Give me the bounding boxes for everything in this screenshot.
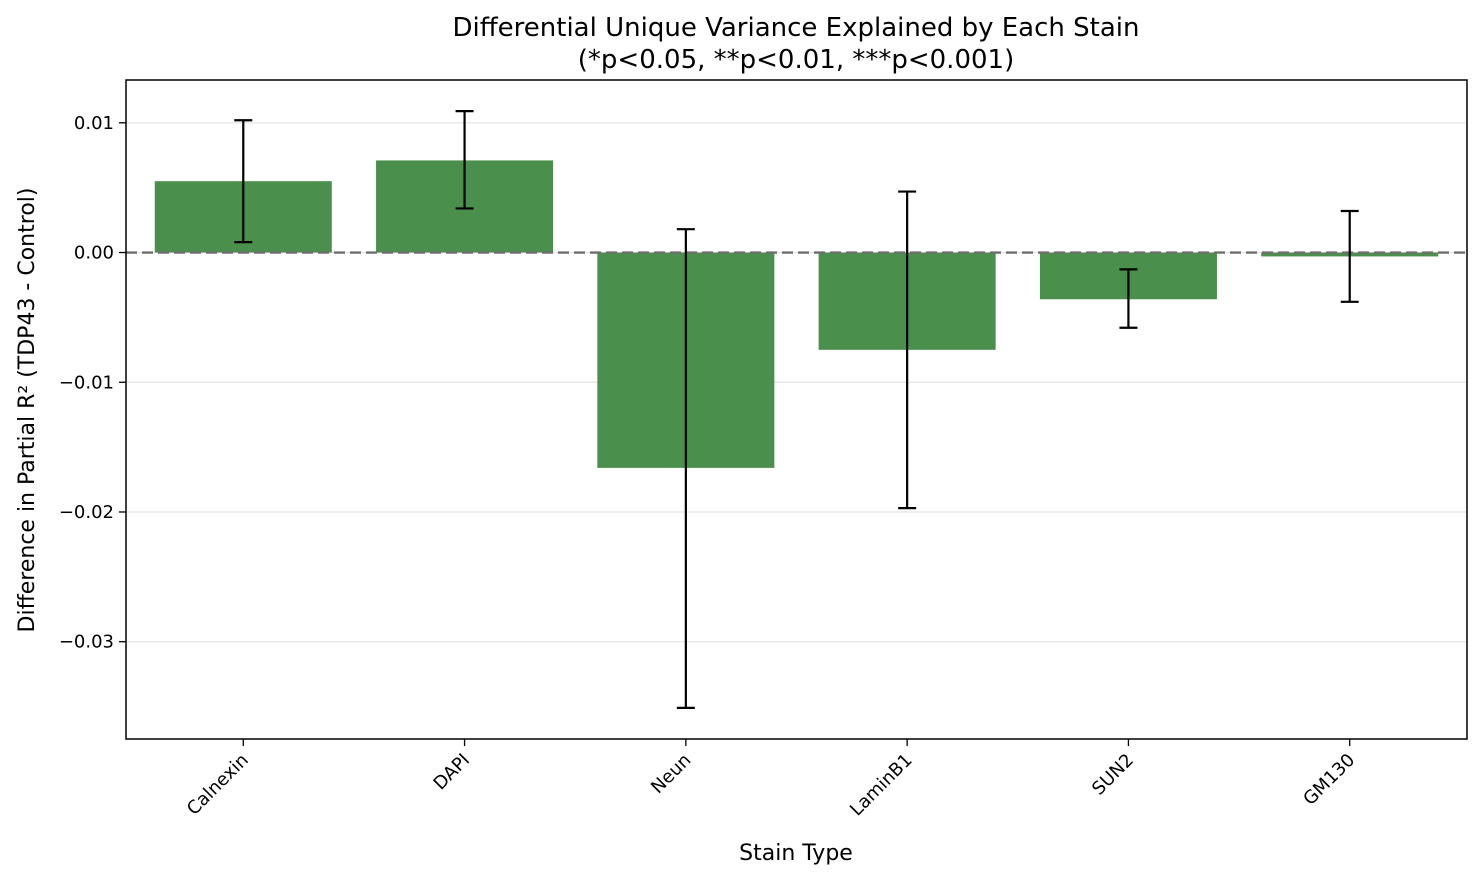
bars <box>154 160 1439 468</box>
gridlines <box>126 122 1467 643</box>
y-axis-label: Difference in Partial R² (TDP43 - Contro… <box>15 188 40 633</box>
x-tick-label: Calnexin <box>183 750 253 820</box>
error-bars <box>234 110 1359 709</box>
y-axis-ticks: 0.01 0.00 −0.01 −0.02 −0.03 <box>59 113 126 653</box>
x-tick-label: SUN2 <box>1088 750 1138 800</box>
x-tick-label: GM130 <box>1299 750 1359 810</box>
y-tick-label: −0.02 <box>59 502 114 523</box>
x-tick-label: LaminB1 <box>846 750 917 821</box>
y-tick-label: −0.01 <box>59 372 114 393</box>
y-tick-label: 0.01 <box>74 113 114 134</box>
chart-subtitle: (*p<0.05, **p<0.01, ***p<0.001) <box>578 45 1014 75</box>
y-tick-label: −0.03 <box>59 632 114 653</box>
x-tick-label: DAPI <box>430 750 475 795</box>
y-tick-label: 0.00 <box>74 243 114 264</box>
x-tick-label: Neun <box>647 750 695 798</box>
x-axis-ticks: Calnexin DAPI Neun LaminB1 SUN2 GM130 <box>183 739 1359 820</box>
plot-frame <box>125 79 1468 740</box>
x-axis-label: Stain Type <box>739 841 853 866</box>
chart-title: Differential Unique Variance Explained b… <box>453 13 1140 43</box>
